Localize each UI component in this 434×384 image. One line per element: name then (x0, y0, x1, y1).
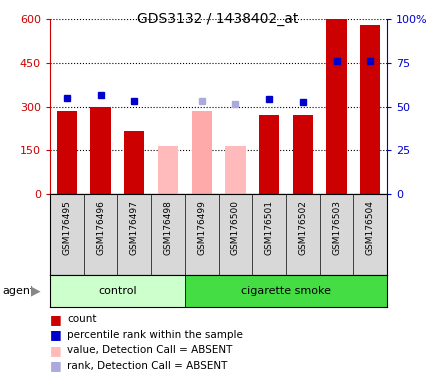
Text: GSM176501: GSM176501 (264, 200, 273, 255)
Bar (259, 115, 279, 194)
Bar (57, 111, 77, 194)
Text: ▶: ▶ (31, 285, 41, 298)
Bar (292, 115, 312, 194)
Bar (225, 146, 245, 194)
Text: ■: ■ (50, 328, 62, 341)
Bar (158, 146, 178, 194)
Text: GSM176498: GSM176498 (163, 200, 172, 255)
Text: ■: ■ (50, 313, 62, 326)
Text: GSM176500: GSM176500 (230, 200, 240, 255)
Text: agent: agent (2, 286, 34, 296)
Bar (50, 275, 184, 307)
Text: control: control (98, 286, 136, 296)
Bar (184, 275, 386, 307)
Text: GSM176504: GSM176504 (365, 200, 374, 255)
Text: GSM176495: GSM176495 (62, 200, 71, 255)
Text: ■: ■ (50, 344, 62, 357)
Text: GSM176497: GSM176497 (129, 200, 138, 255)
Text: cigarette smoke: cigarette smoke (240, 286, 330, 296)
Text: ■: ■ (50, 359, 62, 372)
Text: count: count (67, 314, 97, 324)
Bar (326, 19, 346, 194)
Bar (191, 111, 211, 194)
Text: GSM176496: GSM176496 (96, 200, 105, 255)
Bar (124, 131, 144, 194)
Bar (90, 107, 111, 194)
Bar (359, 25, 379, 194)
Text: value, Detection Call = ABSENT: value, Detection Call = ABSENT (67, 345, 232, 355)
Text: GSM176499: GSM176499 (197, 200, 206, 255)
Text: GSM176503: GSM176503 (331, 200, 340, 255)
Text: percentile rank within the sample: percentile rank within the sample (67, 330, 243, 340)
Text: rank, Detection Call = ABSENT: rank, Detection Call = ABSENT (67, 361, 227, 371)
Text: GDS3132 / 1438402_at: GDS3132 / 1438402_at (137, 12, 297, 25)
Text: GSM176502: GSM176502 (298, 200, 307, 255)
